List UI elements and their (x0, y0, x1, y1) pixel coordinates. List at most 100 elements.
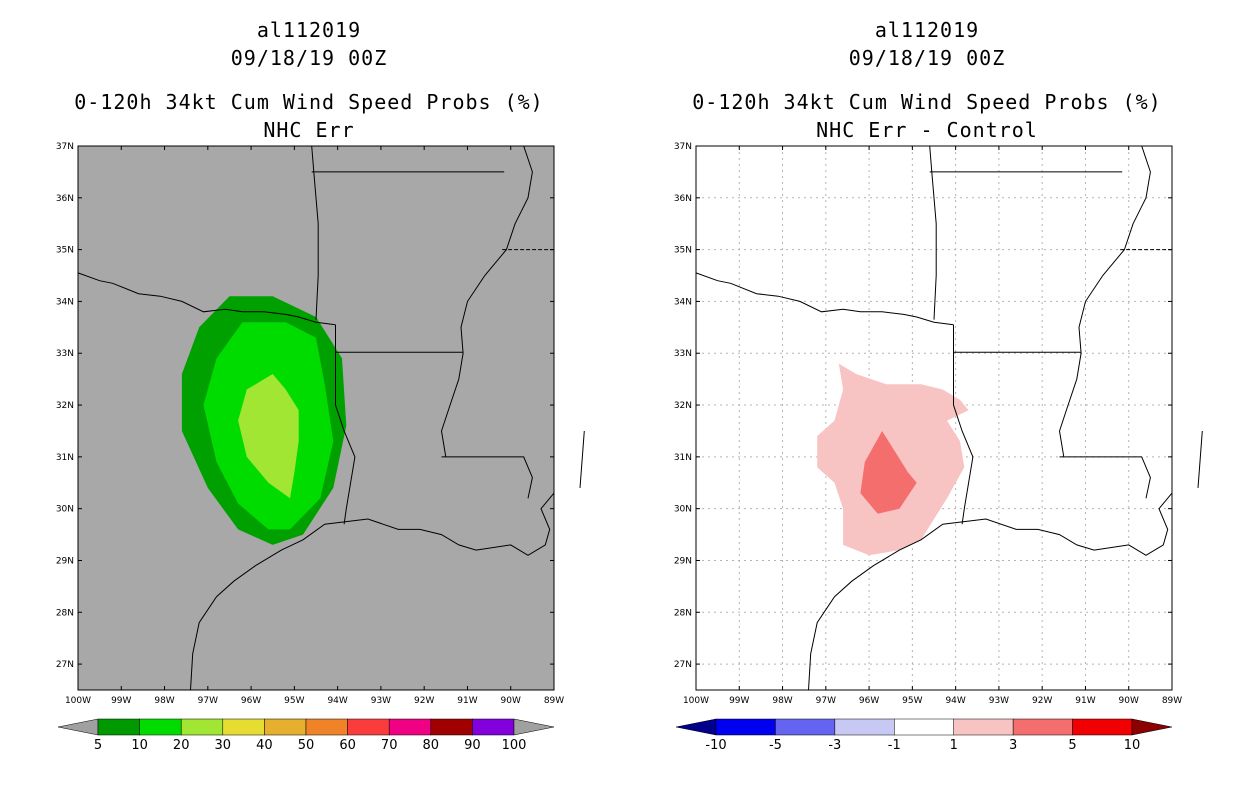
contour-level-3 (860, 431, 917, 514)
colorbar-left-arrow (57, 718, 99, 736)
y-tick-label: 28N (674, 608, 692, 618)
x-tick-label: 97W (816, 696, 836, 706)
border-line (335, 324, 356, 525)
x-tick-label: 90W (1119, 696, 1139, 706)
border-line (77, 272, 336, 326)
colorbar-box (222, 718, 265, 736)
x-tick-label: 99W (111, 696, 131, 706)
colorbar-box (430, 718, 473, 736)
y-tick-label: 27N (56, 660, 74, 670)
colorbar-box (180, 718, 224, 736)
x-tick-label: 95W (902, 696, 922, 706)
x-tick-label: 94W (327, 696, 347, 706)
colorbar-label: 60 (339, 738, 356, 753)
panel-left: al112019 09/18/19 00Z 0-120h 34kt Cum Wi… (56, 18, 585, 753)
y-tick-label: 29N (56, 556, 74, 566)
border-line (808, 492, 1173, 691)
y-tick-label: 35N (674, 246, 692, 256)
x-tick-label: 97W (198, 696, 218, 706)
colorbar-label: 20 (173, 738, 190, 753)
colorbar-box (894, 718, 954, 736)
y-tick-label: 37N (56, 142, 74, 152)
x-tick-label: 95W (284, 696, 304, 706)
datetime-text: 09/18/19 00Z (230, 46, 388, 70)
y-tick-label: 28N (56, 608, 74, 618)
colorbar-box (715, 718, 776, 736)
x-tick-label: 100W (65, 696, 91, 706)
colorbar-box (472, 718, 515, 736)
border-line (1058, 145, 1151, 457)
x-tick-label: 98W (772, 696, 792, 706)
y-tick-label: 31N (674, 453, 692, 463)
colorbar-label: 100 (502, 738, 527, 753)
plot-frame (77, 145, 555, 691)
border-line (695, 272, 954, 326)
colorbar-label: 40 (256, 738, 273, 753)
colorbar-label: 5 (94, 738, 102, 753)
colorbar-label: 90 (464, 738, 481, 753)
border-line (953, 324, 974, 525)
y-tick-label: 30N (674, 505, 692, 515)
y-tick-label: 35N (56, 246, 74, 256)
colorbar-box (775, 718, 836, 736)
colorbar-box (97, 718, 140, 736)
colorbar-box (264, 718, 307, 736)
x-tick-label: 94W (945, 696, 965, 706)
y-tick-label: 29N (674, 556, 692, 566)
y-tick-label: 33N (56, 349, 74, 359)
x-tick-label: 93W (371, 696, 391, 706)
y-tick-label: 37N (674, 142, 692, 152)
x-tick-label: 96W (859, 696, 879, 706)
x-tick-label: 98W (154, 696, 174, 706)
y-tick-label: 32N (56, 401, 74, 411)
border-line (441, 456, 533, 499)
chart-subtitle: NHC Err - Control (816, 118, 1038, 142)
panel-right: al112019 09/18/19 00Z 0-120h 34kt Cum Wi… (618, 0, 1236, 800)
colorbar-box (1012, 718, 1073, 736)
x-tick-label: 96W (241, 696, 261, 706)
x-tick-label: 99W (729, 696, 749, 706)
colorbar-label: 70 (381, 738, 398, 753)
x-tick-label: 100W (683, 696, 709, 706)
chart-title: 0-120h 34kt Cum Wind Speed Probs (%) (74, 90, 544, 114)
chart-title: 0-120h 34kt Cum Wind Speed Probs (%) (692, 90, 1162, 114)
border-line (1059, 456, 1151, 499)
colorbar-label: 10 (1124, 738, 1141, 753)
x-tick-label: 92W (1032, 696, 1052, 706)
contour-level-20 (238, 374, 299, 499)
y-tick-label: 36N (56, 194, 74, 204)
storm-id-text: al112019 (256, 18, 362, 42)
border-line (579, 430, 585, 488)
chart-subtitle: NHC Err (263, 118, 355, 142)
colorbar-label: 1 (950, 738, 958, 753)
colorbar-box (1072, 718, 1133, 736)
x-tick-label: 93W (989, 696, 1009, 706)
colorbar-label: 5 (1068, 738, 1076, 753)
datetime-text: 09/18/19 00Z (848, 46, 1006, 70)
colorbar-box (834, 718, 895, 736)
x-tick-label: 89W (1162, 696, 1182, 706)
y-tick-label: 31N (56, 453, 74, 463)
border-line (440, 145, 533, 457)
colorbar-label: 80 (423, 738, 440, 753)
y-tick-label: 34N (674, 297, 692, 307)
colorbar-label: 30 (215, 738, 232, 753)
y-tick-label: 32N (674, 401, 692, 411)
storm-id-text: al112019 (874, 18, 980, 42)
colorbar-label: -5 (769, 738, 782, 753)
border-line (929, 145, 937, 320)
x-tick-label: 91W (457, 696, 477, 706)
colorbar-right-arrow (513, 718, 555, 736)
border-line (311, 145, 319, 320)
colorbar-box (953, 718, 1014, 736)
x-tick-label: 90W (501, 696, 521, 706)
colorbar-label: 3 (1009, 738, 1017, 753)
colorbar-box (347, 718, 390, 736)
colorbar-box (388, 718, 432, 736)
y-tick-label: 34N (56, 297, 74, 307)
x-tick-label: 92W (414, 696, 434, 706)
colorbar-left-arrow (675, 718, 717, 736)
x-tick-label: 91W (1075, 696, 1095, 706)
map-plot-right: 100W 99W 98W 97W 96W 95W 94W 93W 92W 91W 90W 89W 27N… (674, 142, 1203, 753)
colorbar-label: -1 (888, 738, 901, 753)
